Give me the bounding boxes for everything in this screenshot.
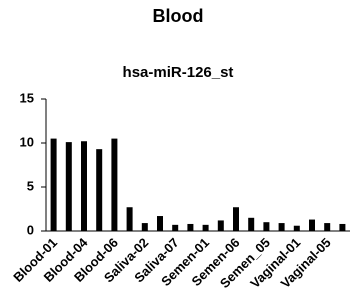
bar (126, 207, 133, 231)
bar (309, 219, 315, 231)
bar (202, 224, 209, 231)
bar (172, 224, 179, 231)
bar (157, 216, 163, 231)
bar (293, 225, 300, 231)
chart-title: Blood (153, 6, 204, 26)
y-tick-label: 0 (27, 222, 34, 237)
y-tick-label: 10 (20, 134, 34, 149)
bar (50, 138, 57, 231)
bar (187, 223, 194, 231)
bar (339, 223, 346, 231)
bar (96, 149, 103, 231)
bar (263, 222, 270, 231)
bar (248, 217, 255, 231)
y-tick-label: 15 (20, 90, 34, 105)
y-tick-label: 5 (27, 178, 34, 193)
bar (324, 223, 331, 231)
bar (233, 207, 239, 231)
bar (217, 220, 224, 231)
bar (65, 142, 72, 231)
chart-subtitle: hsa-miR-126_st (123, 64, 234, 81)
bar (111, 138, 118, 231)
bar (141, 223, 148, 231)
bar (278, 223, 285, 231)
bar (81, 141, 87, 231)
